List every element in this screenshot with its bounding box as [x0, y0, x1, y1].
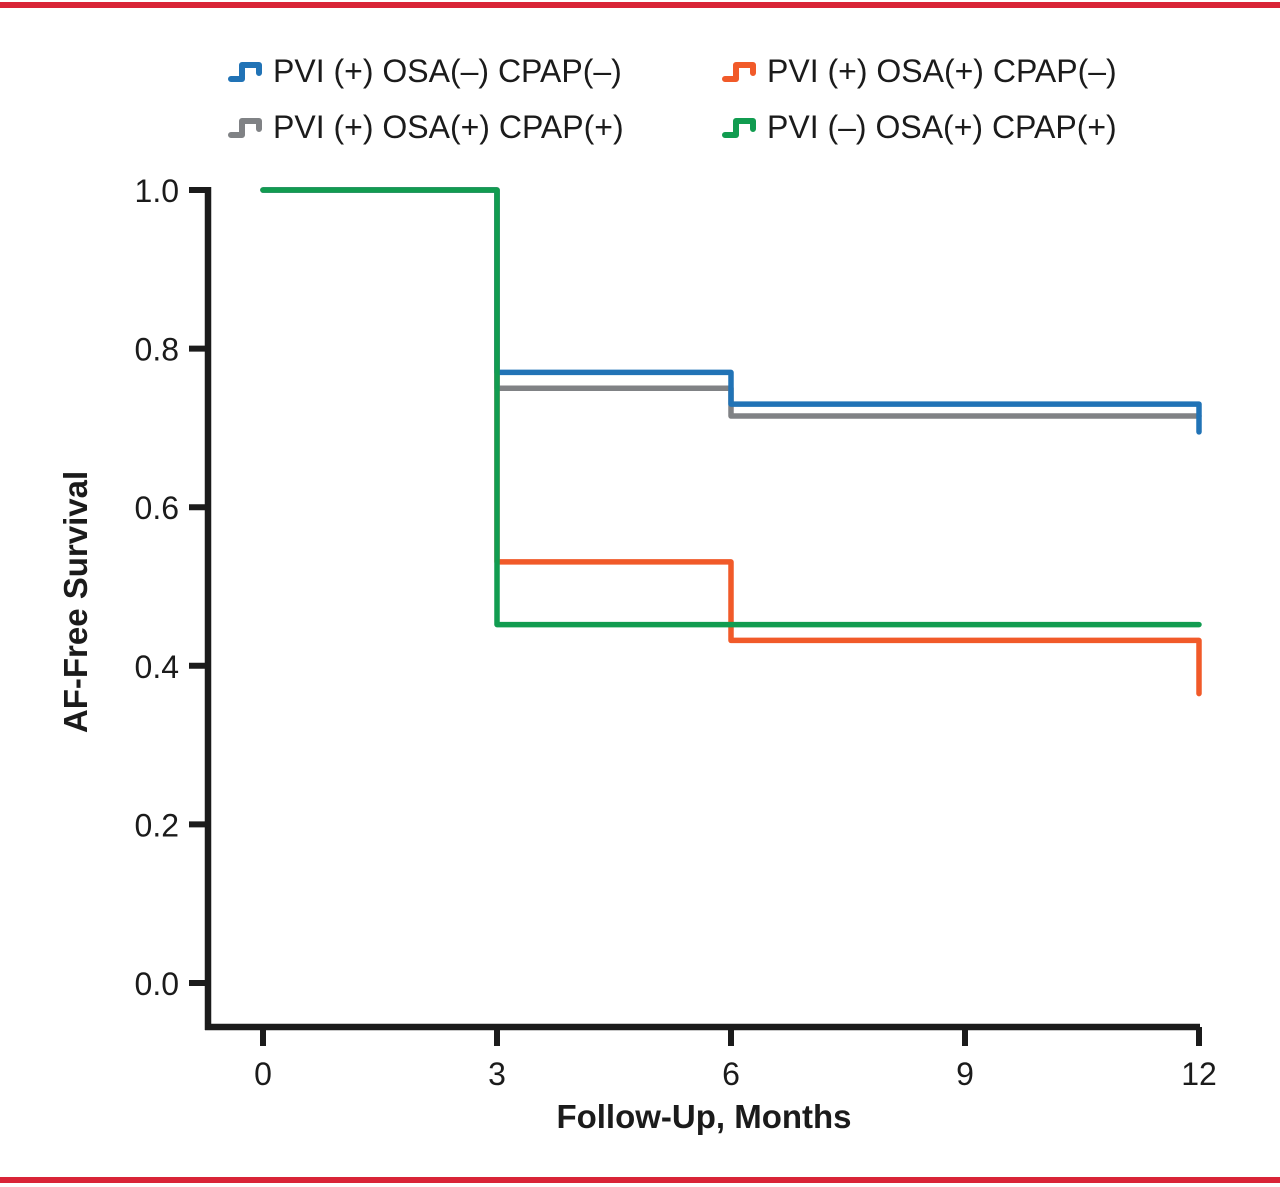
- y-tick-label: 0.4: [135, 649, 179, 685]
- y-tick-label: 0.6: [135, 490, 179, 526]
- x-axis-title: Follow-Up, Months: [556, 1098, 852, 1135]
- legend-label: PVI (+) OSA(–) CPAP(–): [273, 52, 622, 89]
- series-line-0: [260, 187, 1202, 435]
- y-tick-label: 0.2: [135, 807, 179, 843]
- step-line-icon: [722, 62, 756, 82]
- legend-label: PVI (–) OSA(+) CPAP(+): [767, 108, 1117, 145]
- y-axis-title: AF-Free Survival: [57, 470, 94, 734]
- legend-item-pvi-pos-osa-pos-cpap-neg: PVI (+) OSA(+) CPAP(–): [722, 51, 1117, 91]
- legend-label: PVI (+) OSA(+) CPAP(+): [273, 108, 624, 145]
- legend-item-pvi-pos-osa-pos-cpap-pos: PVI (+) OSA(+) CPAP(+): [228, 107, 624, 147]
- step-line-icon-path: [722, 62, 756, 82]
- step-line-icon-path: [228, 118, 262, 138]
- step-line-icon-path: [228, 62, 262, 82]
- bottom-border-rule: [0, 1177, 1280, 1183]
- legend-label: PVI (+) OSA(+) CPAP(–): [767, 52, 1117, 89]
- series-line-3: [260, 187, 1202, 628]
- series-line-1: [260, 187, 1202, 697]
- top-border-rule: [0, 2, 1280, 8]
- step-line-icon: [228, 118, 262, 138]
- x-tick-label: 12: [1181, 1056, 1217, 1092]
- step-line-icon: [228, 62, 262, 82]
- x-tick-label: 6: [722, 1056, 740, 1092]
- step-line-icon-path: [722, 118, 756, 138]
- x-tick-label: 3: [488, 1056, 506, 1092]
- y-tick-label: 0.0: [135, 966, 179, 1002]
- y-tick-label: 0.8: [135, 332, 179, 368]
- step-line-icon: [722, 118, 756, 138]
- legend-item-pvi-neg-osa-pos-cpap-pos: PVI (–) OSA(+) CPAP(+): [722, 107, 1117, 147]
- x-tick-label: 0: [254, 1056, 272, 1092]
- x-tick-label: 9: [956, 1056, 974, 1092]
- legend-item-pvi-pos-osa-neg-cpap-neg: PVI (+) OSA(–) CPAP(–): [228, 51, 622, 91]
- y-tick-label: 1.0: [135, 173, 179, 209]
